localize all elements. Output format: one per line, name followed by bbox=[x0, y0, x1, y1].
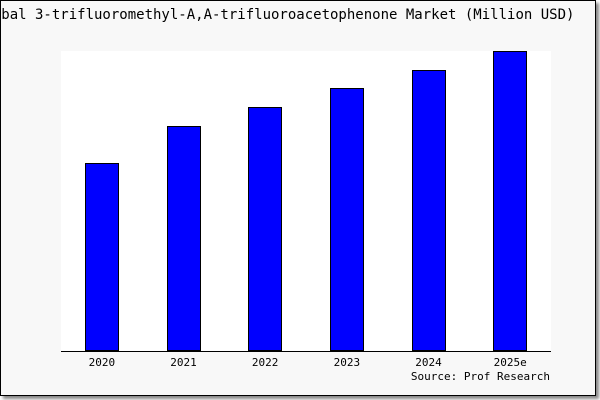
x-tick-label: 2021 bbox=[170, 356, 197, 369]
bar-2024 bbox=[411, 70, 446, 351]
plot-area bbox=[61, 51, 551, 351]
bar-2023 bbox=[329, 88, 364, 351]
x-tick-label: 2022 bbox=[251, 356, 279, 369]
x-tick-label: 2023 bbox=[333, 356, 361, 369]
bar-2021 bbox=[166, 126, 201, 351]
source-note: Source: Prof Research bbox=[410, 370, 550, 383]
x-tick-label: 2020 bbox=[88, 356, 116, 369]
x-axis-line bbox=[61, 351, 551, 352]
bar-2020 bbox=[84, 163, 119, 351]
chart-title: Global 3-trifluoromethyl-A,A-trifluoroac… bbox=[0, 7, 575, 23]
x-tick-label: 2024 bbox=[415, 356, 442, 369]
bar-2022 bbox=[248, 107, 283, 351]
x-tick-label: 2025e bbox=[493, 356, 527, 369]
bar-2025e bbox=[493, 51, 528, 351]
